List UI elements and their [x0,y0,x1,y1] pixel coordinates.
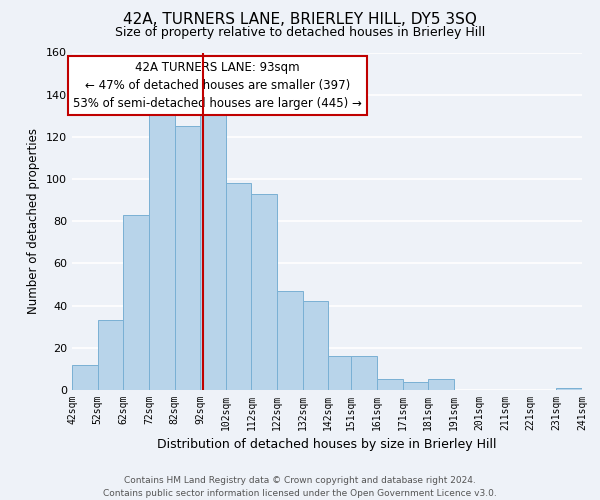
Bar [302,302,328,390]
X-axis label: Distribution of detached houses by size in Brierley Hill: Distribution of detached houses by size … [157,438,497,452]
Bar [377,380,403,390]
Bar [149,112,175,390]
Bar [428,380,454,390]
Text: 42A, TURNERS LANE, BRIERLEY HILL, DY5 3SQ: 42A, TURNERS LANE, BRIERLEY HILL, DY5 3S… [123,12,477,28]
Text: Size of property relative to detached houses in Brierley Hill: Size of property relative to detached ho… [115,26,485,39]
Bar [98,320,123,390]
Bar [277,291,302,390]
Bar [556,388,582,390]
Text: 42A TURNERS LANE: 93sqm
← 47% of detached houses are smaller (397)
53% of semi-d: 42A TURNERS LANE: 93sqm ← 47% of detache… [73,61,362,110]
Bar [72,364,98,390]
Bar [251,194,277,390]
Bar [226,184,251,390]
Text: Contains HM Land Registry data © Crown copyright and database right 2024.
Contai: Contains HM Land Registry data © Crown c… [103,476,497,498]
Y-axis label: Number of detached properties: Number of detached properties [28,128,40,314]
Bar [352,356,377,390]
Bar [175,126,200,390]
Bar [200,114,226,390]
Bar [328,356,352,390]
Bar [123,215,149,390]
Bar [403,382,428,390]
